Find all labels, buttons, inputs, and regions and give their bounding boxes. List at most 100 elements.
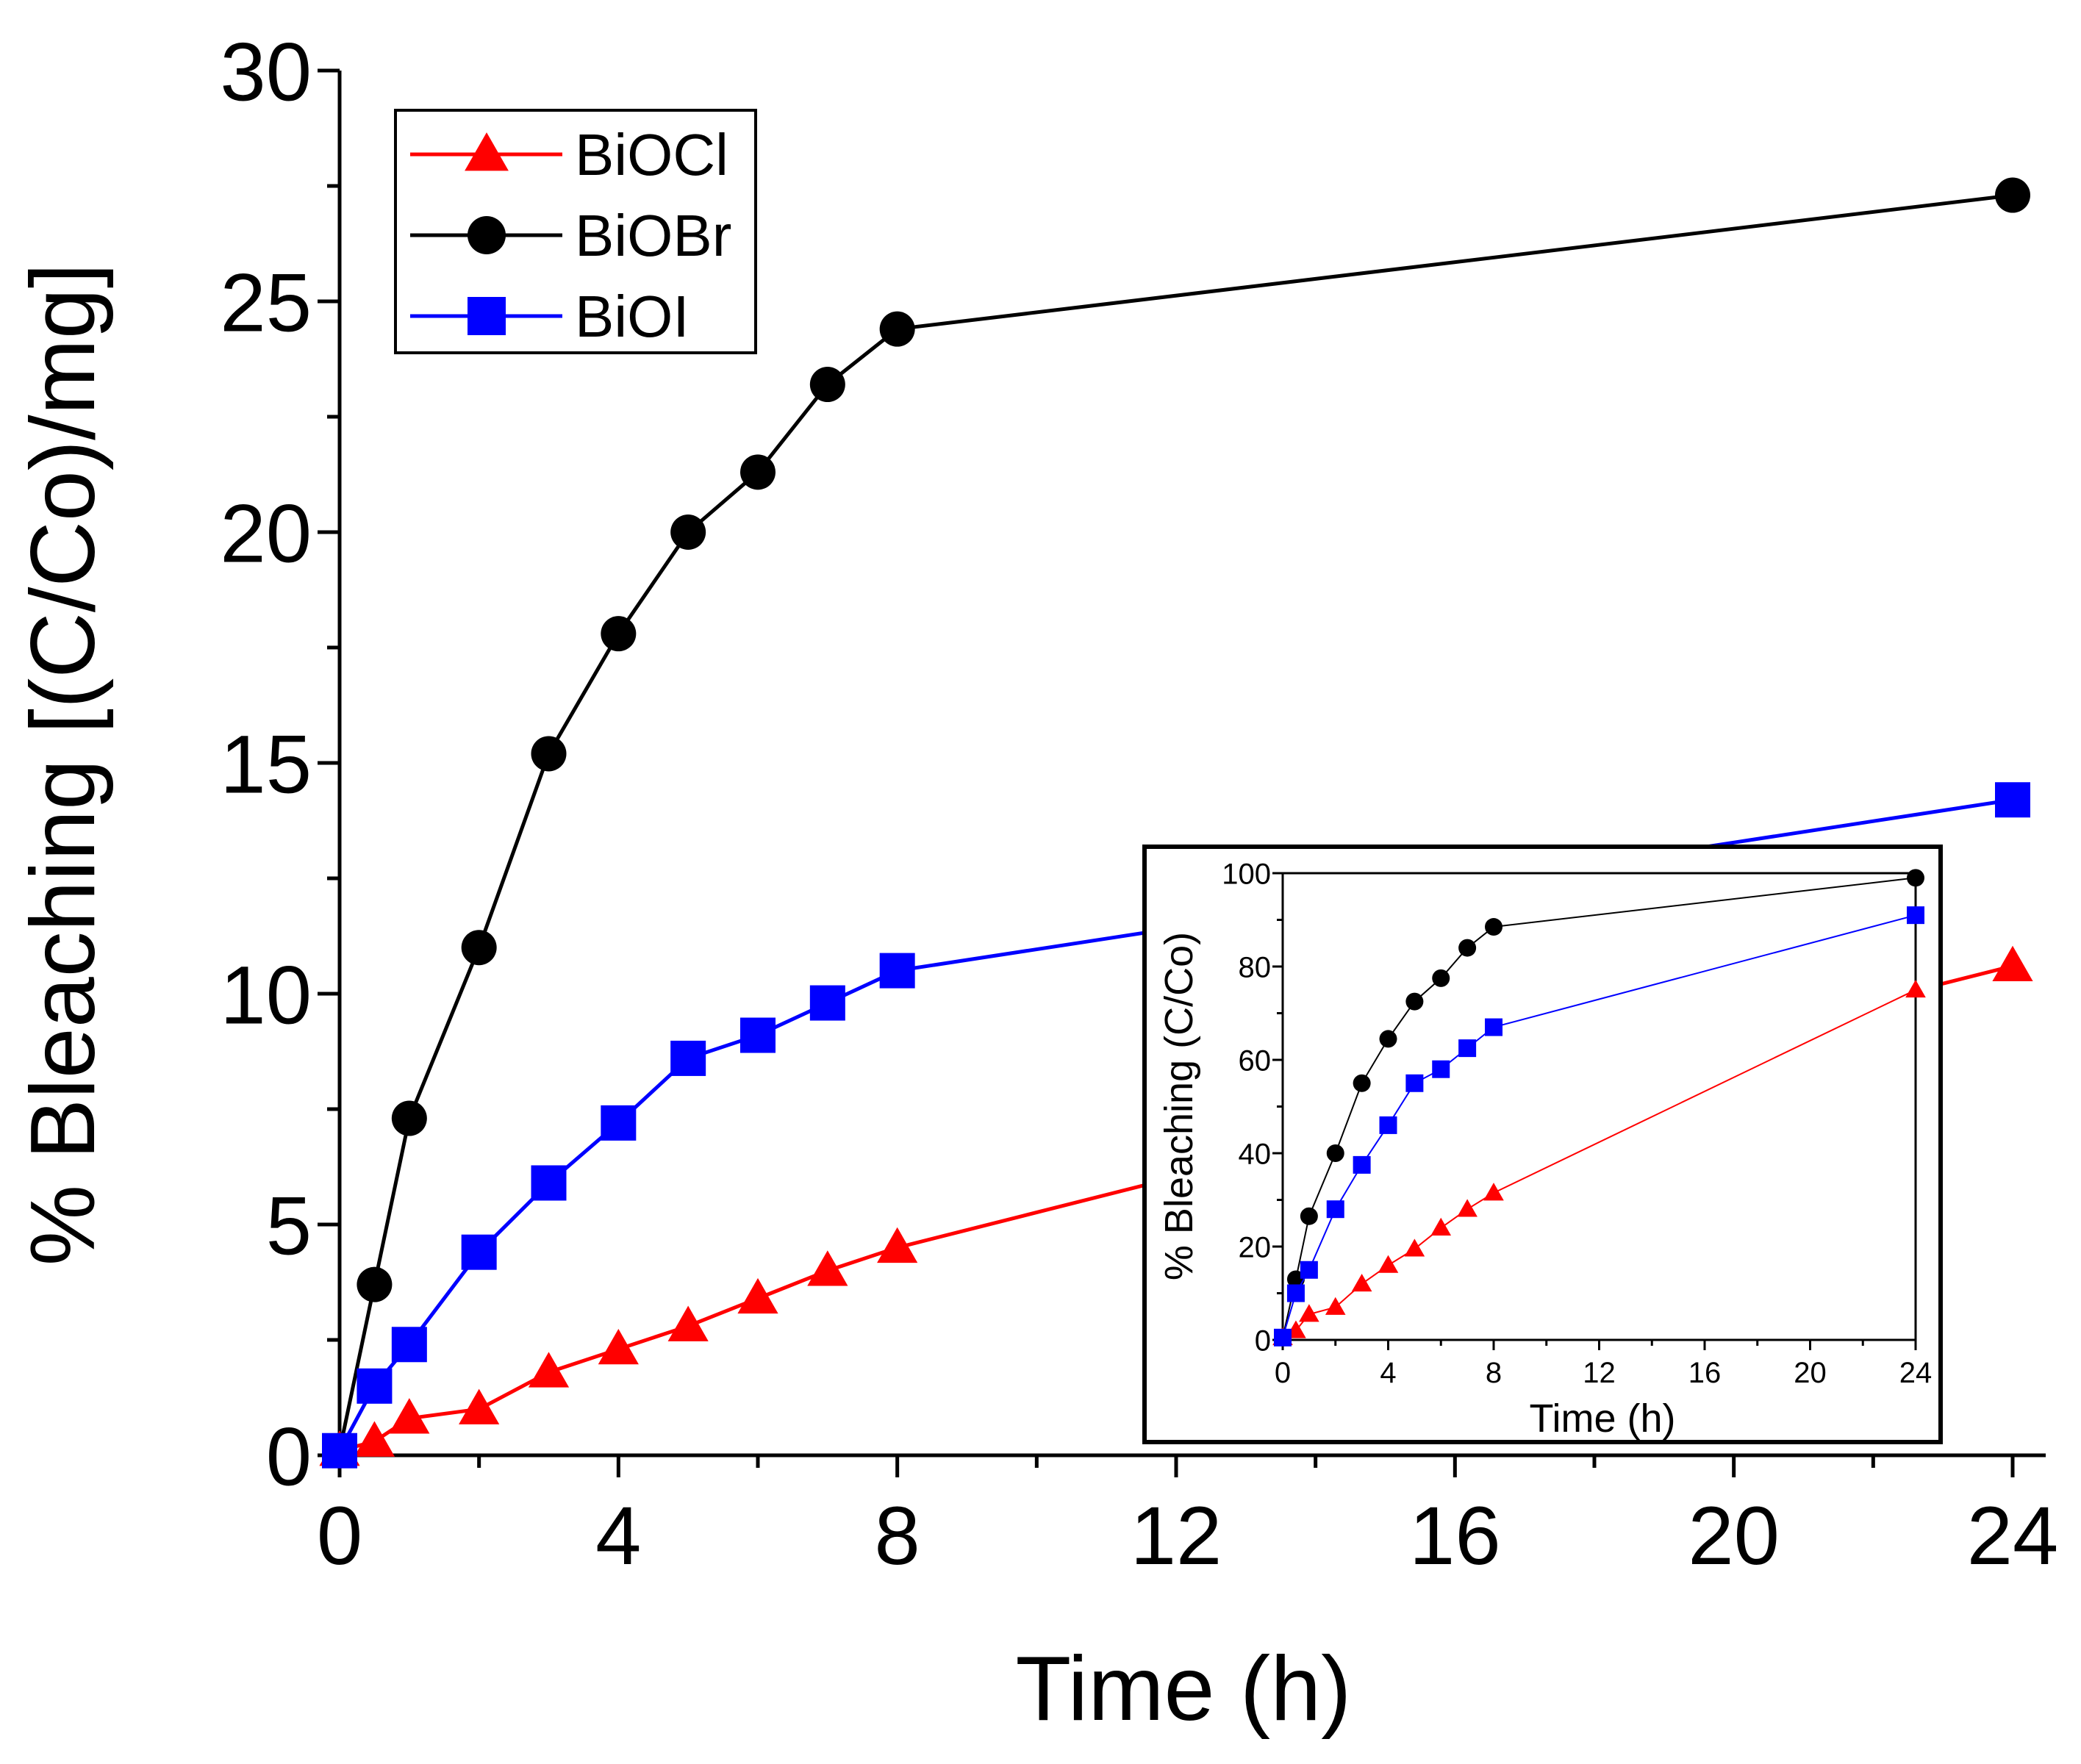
- main-data-point-bioi: [809, 985, 845, 1021]
- legend-item-biocl: BiOCl: [410, 122, 728, 187]
- main-data-point-biocl: [459, 1388, 500, 1424]
- main-data-point-bioi: [461, 1234, 497, 1270]
- inset-y-tick-label: 60: [1239, 1044, 1272, 1077]
- legend-label: BiOCl: [575, 122, 728, 187]
- legend-box: [394, 109, 757, 354]
- main-data-point-biobr: [670, 514, 706, 550]
- inset-data-point-bioi: [1286, 1284, 1305, 1302]
- inset-data-point-bioi: [1379, 1116, 1397, 1134]
- main-x-tick-label: 0: [317, 1490, 362, 1582]
- inset-data-point-biobr: [1485, 918, 1502, 936]
- legend-label: BiOBr: [575, 203, 731, 268]
- inset-data-point-bioi: [1485, 1018, 1502, 1036]
- main-y-tick-label: 5: [266, 1180, 312, 1272]
- inset-data-point-biocl: [1457, 1199, 1478, 1217]
- main-data-point-bioi: [1995, 782, 2030, 818]
- inset-y-tick-label: 40: [1239, 1138, 1272, 1170]
- main-plot: 0 4 8 12 16 20 24 0 5 10 15 20 25 30 Time (h) % Bleachi…: [12, 26, 2058, 1740]
- inset-x-tick-label: 24: [1899, 1357, 1933, 1389]
- inset-data-point-bioi: [1432, 1060, 1450, 1078]
- main-data-point-biobr: [1995, 177, 2030, 213]
- inset-data-point-biobr: [1379, 1030, 1397, 1048]
- main-y-tick-label: 25: [220, 257, 312, 348]
- inset-y-tick-label: 20: [1239, 1231, 1272, 1263]
- main-data-point-biocl: [667, 1305, 709, 1341]
- main-x-tick-label: 24: [1967, 1490, 2059, 1582]
- main-y-tick-label: 0: [266, 1410, 312, 1502]
- main-y-tick-label: 30: [220, 26, 312, 118]
- inset-series-biocl: [1272, 979, 1926, 1346]
- main-data-point-biobr: [357, 1266, 393, 1302]
- inset-data-point-bioi: [1274, 1328, 1292, 1347]
- main-x-tick-label: 20: [1688, 1490, 1780, 1582]
- inset-y-tick-label: 80: [1239, 951, 1272, 983]
- main-data-point-bioi: [391, 1327, 427, 1363]
- main-x-axis-title: Time (h): [1016, 1638, 1352, 1740]
- legend-item-bioi: BiOI: [410, 284, 690, 349]
- inset-y-axis-title: % Bleaching (C/Co): [1157, 932, 1201, 1280]
- inset-data-point-biocl: [1378, 1255, 1399, 1273]
- main-y-axis-title: % Bleaching [(C/Co)/mg]: [12, 263, 114, 1266]
- main-series-biobr: [322, 177, 2030, 1469]
- main-data-point-biocl: [598, 1328, 639, 1365]
- inset-data-point-biobr: [1458, 939, 1477, 957]
- inset-data-point-biocl: [1299, 1304, 1319, 1322]
- inset-x-axis-title: Time (h): [1530, 1396, 1676, 1441]
- main-data-point-biobr: [740, 454, 776, 490]
- main-y-tick-label: 15: [220, 718, 312, 810]
- inset-data-point-biobr: [1300, 1207, 1318, 1225]
- inset-data-point-biocl: [1905, 979, 1926, 998]
- inset-data-point-biobr: [1326, 1144, 1344, 1162]
- inset-x-tick-label: 16: [1688, 1357, 1722, 1389]
- legend-marker: [465, 132, 509, 171]
- main-data-point-biocl: [737, 1277, 778, 1314]
- inset-data-point-bioi: [1907, 906, 1924, 925]
- main-x-tick-label: 4: [595, 1490, 641, 1582]
- inset-data-point-biobr: [1405, 992, 1424, 1011]
- main-data-point-bioi: [322, 1433, 357, 1469]
- main-data-point-biocl: [807, 1250, 848, 1286]
- main-x-tick-label: 8: [875, 1490, 920, 1582]
- legend-item-biobr: BiOBr: [410, 203, 731, 268]
- inset-data-point-biocl: [1325, 1297, 1346, 1315]
- inset-data-point-biobr: [1353, 1074, 1371, 1092]
- main-y-tick-label: 20: [220, 487, 312, 579]
- main-series-biocl: [319, 945, 2033, 1466]
- main-data-point-bioi: [879, 953, 915, 989]
- inset-data-point-bioi: [1353, 1155, 1371, 1174]
- inset-data-point-bioi: [1326, 1200, 1344, 1219]
- main-data-point-bioi: [357, 1368, 393, 1404]
- main-data-point-biocl: [1992, 945, 2033, 982]
- legend: BiOCl BiOBr BiOI: [394, 109, 757, 354]
- main-data-point-biobr: [809, 367, 845, 403]
- inset-data-point-biocl: [1430, 1217, 1452, 1236]
- main-data-point-biocl: [528, 1352, 570, 1388]
- inset-plot: 0 4 8 12 16 20 24 0 20 40 60 80 100 Time (h) % Bleachi…: [1157, 858, 1932, 1441]
- inset-x-tick-label: 0: [1275, 1357, 1291, 1389]
- main-data-point-biocl: [877, 1227, 918, 1263]
- main-data-point-biobr: [461, 930, 497, 966]
- main-data-point-biobr: [391, 1100, 427, 1136]
- inset-data-point-biobr: [1432, 969, 1450, 987]
- inset-x-tick-label: 12: [1583, 1357, 1616, 1389]
- inset-x-tick-label: 4: [1380, 1357, 1396, 1389]
- main-data-point-bioi: [740, 1017, 776, 1053]
- inset-data-point-biocl: [1483, 1183, 1504, 1201]
- inset-data-point-biocl: [1404, 1238, 1425, 1257]
- inset-data-point-bioi: [1458, 1039, 1477, 1058]
- legend-marker: [468, 216, 506, 254]
- inset-x-tick-label: 20: [1794, 1357, 1827, 1389]
- inset-data-point-bioi: [1300, 1261, 1318, 1279]
- legend-label: BiOI: [575, 284, 690, 349]
- inset-y-tick-label: 0: [1255, 1324, 1271, 1357]
- main-x-tick-label: 12: [1131, 1490, 1222, 1582]
- main-data-point-bioi: [670, 1040, 706, 1076]
- inset-data-point-biocl: [1351, 1274, 1372, 1292]
- main-data-point-biobr: [879, 311, 915, 347]
- main-data-point-bioi: [531, 1165, 567, 1201]
- main-series-bioi: [322, 782, 2030, 1469]
- main-data-point-biocl: [389, 1398, 430, 1434]
- main-data-point-biocl: [354, 1421, 395, 1457]
